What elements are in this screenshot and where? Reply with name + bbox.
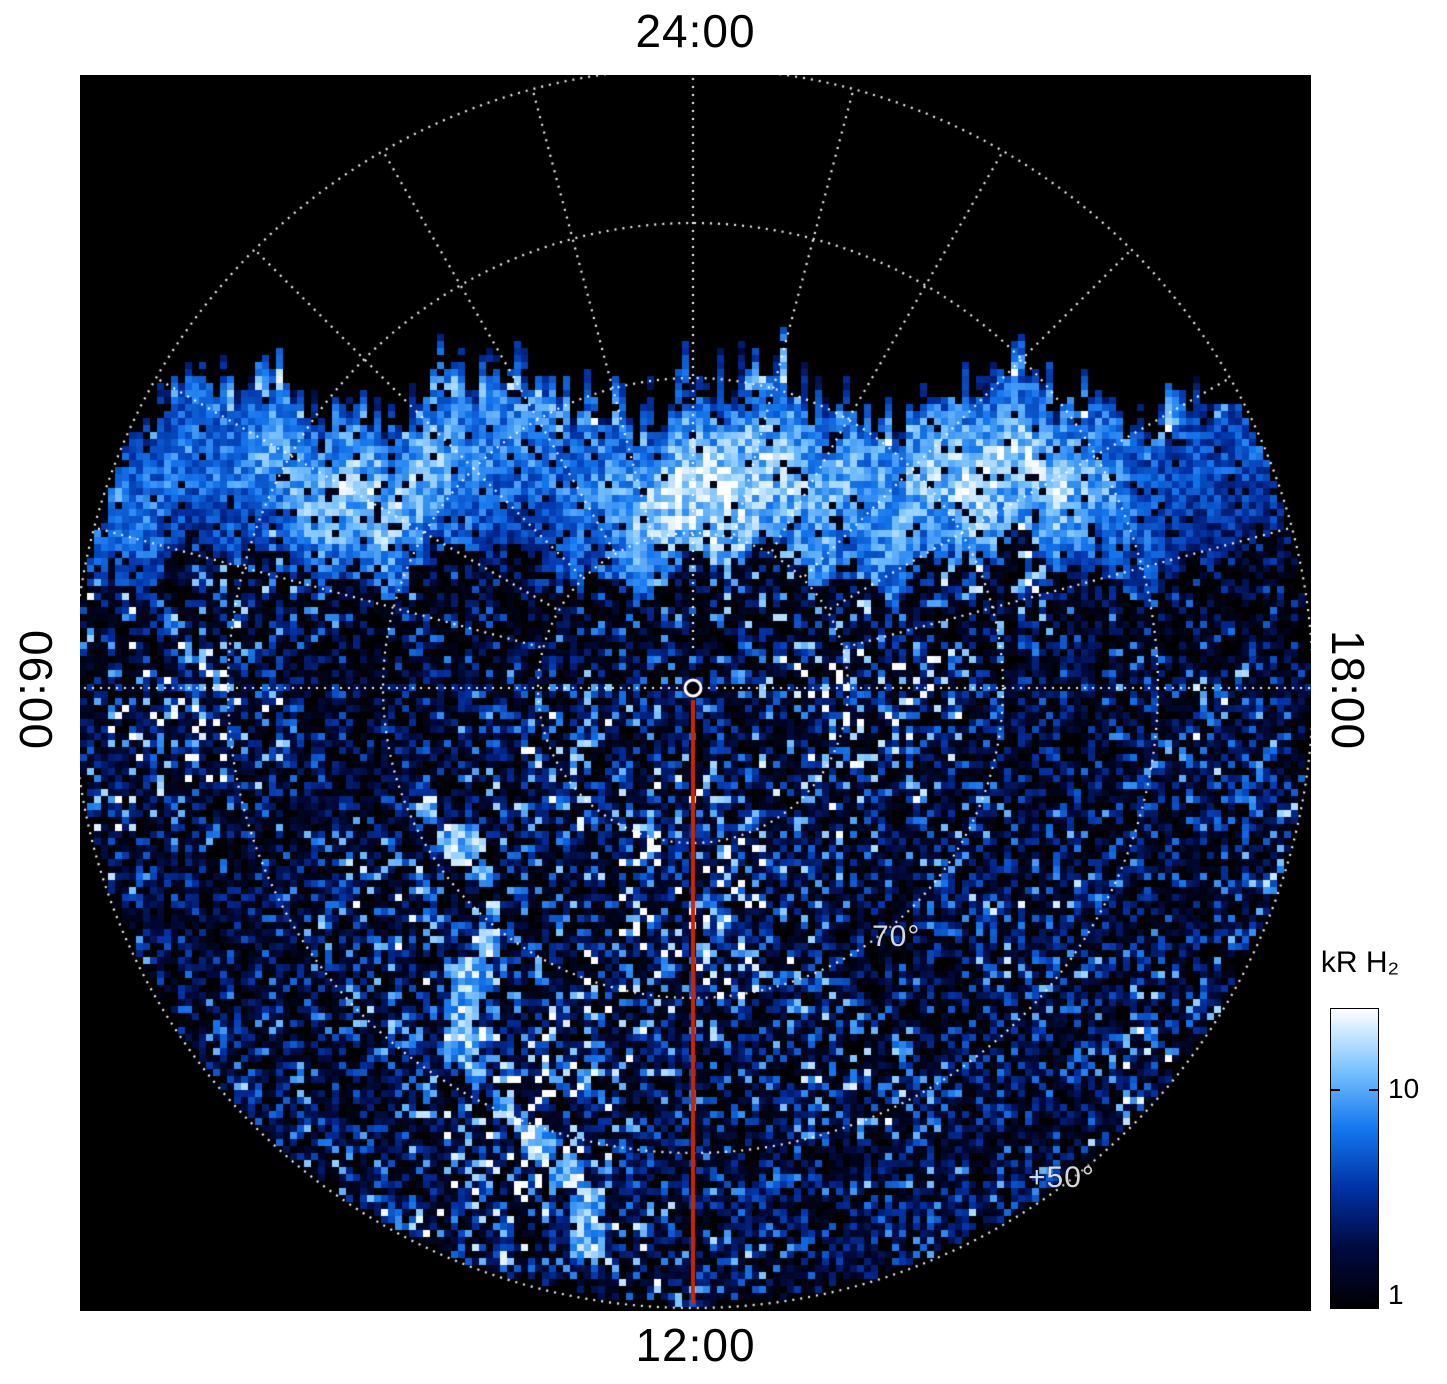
- latitude-ring-label-50: +50°: [1028, 1161, 1095, 1194]
- colorbar-tickmark: [1369, 1295, 1378, 1298]
- colorbar-tick-1: 1: [1388, 1279, 1404, 1311]
- local-time-label-noon: 12:00: [635, 1319, 756, 1371]
- local-time-label-midnight: 24:00: [635, 5, 756, 57]
- colorbar: [1330, 1008, 1379, 1309]
- local-time-label-dusk: 18:00: [1322, 629, 1374, 751]
- colorbar-tick-10: 10: [1388, 1073, 1420, 1105]
- polar-plot-area: 70° +50°: [80, 75, 1311, 1311]
- latitude-ring-label-70: 70°: [872, 920, 921, 953]
- colorbar-tickmark: [1331, 1295, 1340, 1298]
- colorbar-tickmark: [1369, 1089, 1378, 1092]
- colorbar-title: kR H₂: [1320, 946, 1400, 979]
- colorbar-tickmark: [1331, 1089, 1340, 1092]
- local-time-label-dawn: 06:00: [10, 629, 62, 751]
- aurora-heatmap-canvas: [80, 75, 1311, 1311]
